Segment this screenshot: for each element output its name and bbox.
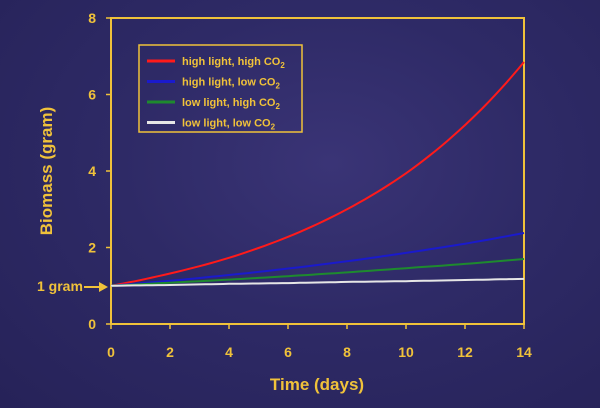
y-tick-label: 0 [88,316,96,332]
series-line-4 [110,277,525,287]
series-line-2 [110,232,525,287]
y-tick-label: 4 [88,163,96,179]
plot-area-frame [110,17,525,325]
x-tick-label: 8 [343,344,351,360]
legend-entry-label: high light, high CO2 [182,56,285,70]
y-axis-ticks: 0 2 4 6 8 [88,10,111,332]
x-tick-label: 2 [166,344,174,360]
x-axis-label: Time (days) [270,375,364,394]
one-gram-arrowhead [99,282,108,292]
x-tick-label: 6 [284,344,292,360]
one-gram-annotation: 1 gram [37,278,108,294]
x-tick-label: 14 [516,344,532,360]
legend: high light, high CO2 high light, low CO2 l… [138,44,303,133]
x-tick-label: 10 [398,344,414,360]
y-tick-label: 8 [88,10,96,26]
x-tick-label: 0 [107,344,115,360]
series-line-3 [110,258,525,287]
x-tick-label: 4 [225,344,233,360]
x-tick-label: 12 [457,344,473,360]
series-layer [110,61,525,287]
legend-box [138,44,303,133]
legend-entry-label: high light, low CO2 [182,77,280,91]
legend-entry-label: low light, high CO2 [182,97,280,111]
y-tick-label: 6 [88,87,96,103]
legend-entry-label: low light, low CO2 [182,118,276,132]
y-tick-label: 2 [88,240,96,256]
y-axis-label: Biomass (gram) [37,107,56,235]
series-line-1 [110,61,525,287]
one-gram-label: 1 gram [37,278,83,294]
x-axis-ticks: 0 2 4 6 8 10 12 14 [107,324,532,360]
